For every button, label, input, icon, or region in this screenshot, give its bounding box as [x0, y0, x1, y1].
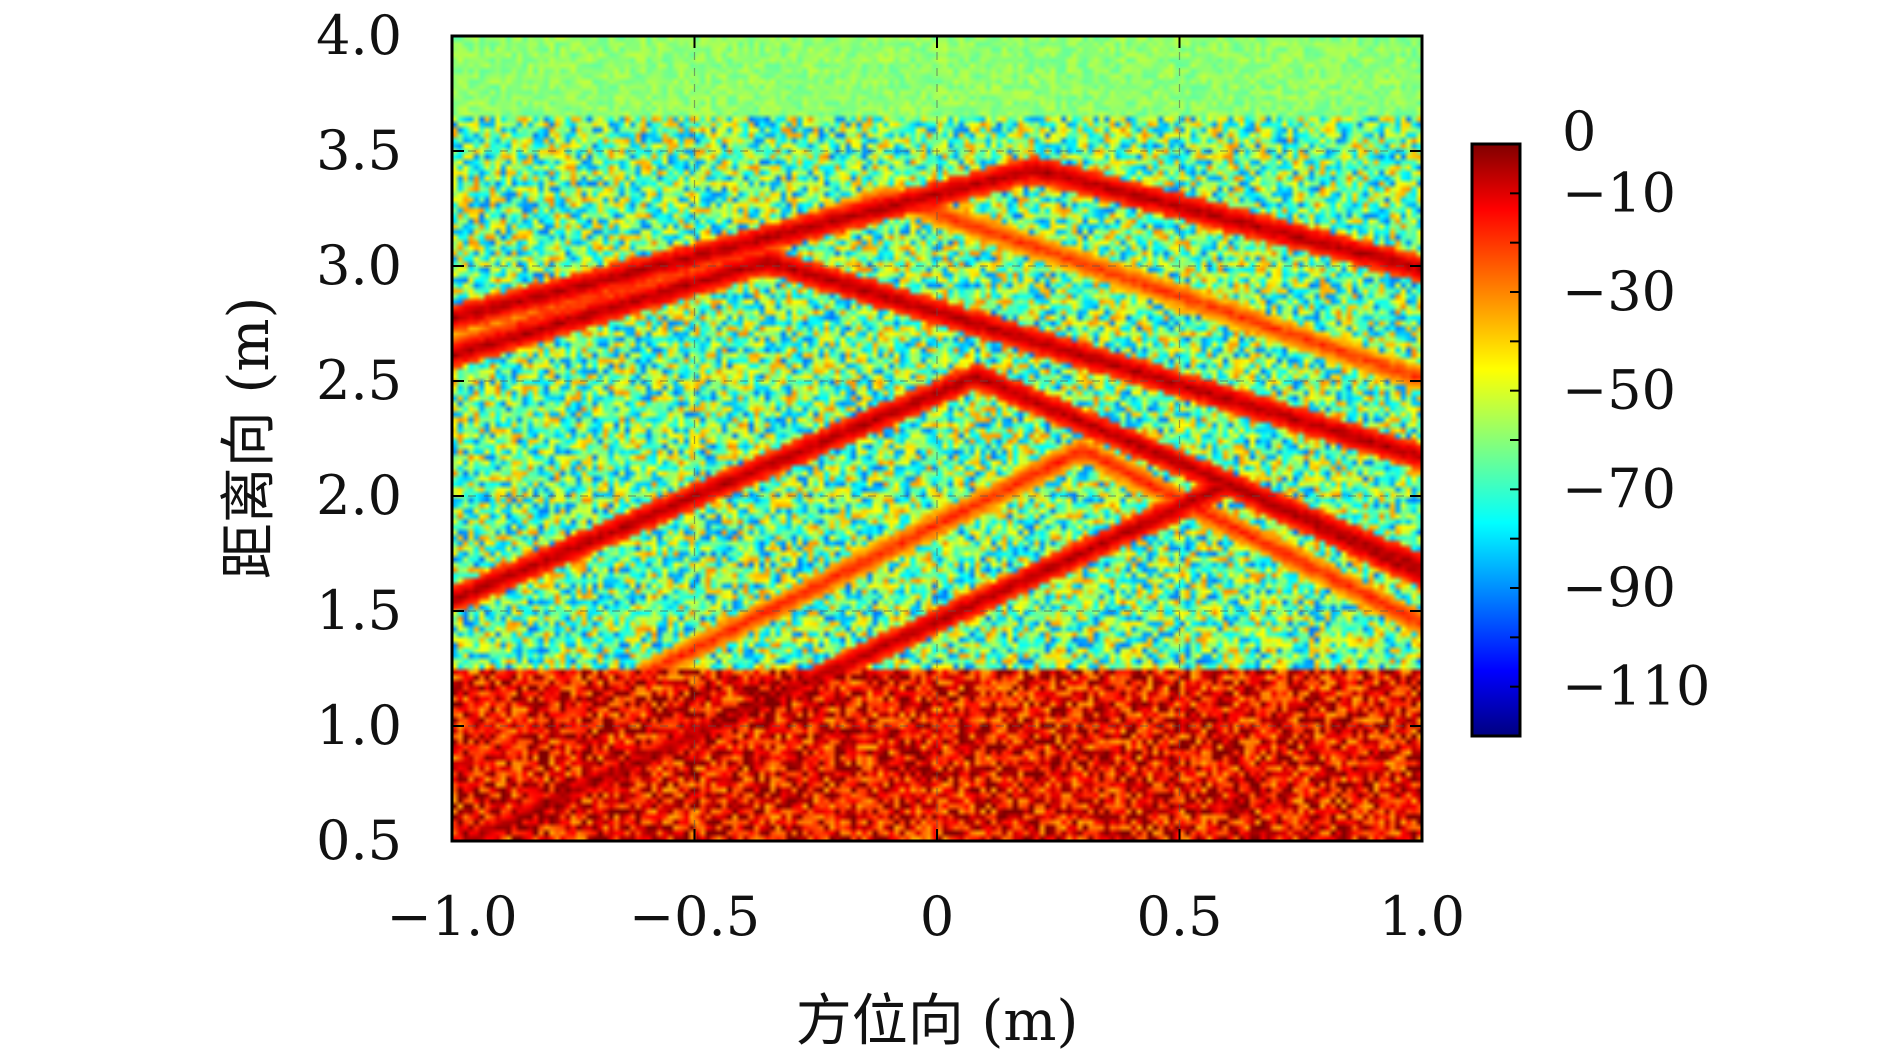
y-tick-label: 2.0	[316, 464, 402, 527]
y-tick-label: 2.5	[316, 349, 402, 412]
y-tick-label: 3.0	[316, 234, 402, 297]
x-tick-label: 0.5	[1137, 885, 1223, 948]
colorbar-tick-label: 0	[1562, 100, 1596, 163]
colorbar-tick-label: −30	[1562, 260, 1676, 323]
y-tick-label: 3.5	[316, 119, 402, 182]
x-tick-label: 0	[920, 885, 954, 948]
x-axis-ticks: −1.0 −0.5 0 0.5 1.0	[386, 36, 1465, 948]
colorbar-tick-label: −110	[1562, 655, 1710, 718]
colorbar-tick-label: −50	[1562, 359, 1676, 422]
colorbar-tick-label: −90	[1562, 556, 1676, 619]
x-tick-label: −1.0	[386, 885, 517, 948]
colorbar-tick-label: −10	[1562, 161, 1676, 224]
y-tick-label: 1.0	[316, 694, 402, 757]
colorbar-tick-label: −70	[1562, 457, 1676, 520]
y-axis-label: 距离向 (m)	[217, 297, 282, 580]
y-tick-label: 0.5	[316, 809, 402, 872]
colorbar-ticks: 0−10 −30 −50 −70 −90 −110	[1510, 100, 1710, 718]
y-axis-ticks: 0.5 1.0 1.5 2.0 2.5 3.0 3.5 4.0	[316, 4, 1422, 872]
x-axis-label: 方位向 (m)	[796, 989, 1079, 1054]
x-tick-label: 1.0	[1379, 885, 1465, 948]
x-tick-label: −0.5	[629, 885, 760, 948]
y-tick-label: 1.5	[316, 579, 402, 642]
y-tick-label: 4.0	[316, 4, 402, 67]
